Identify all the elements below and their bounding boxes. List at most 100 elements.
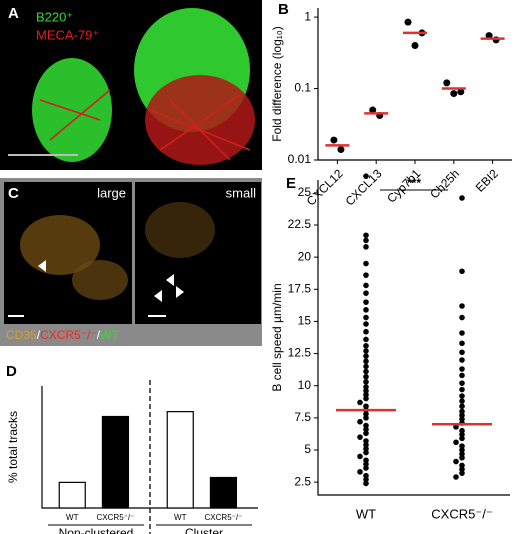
x-tick-label: WT [66, 513, 79, 522]
data-point [363, 363, 369, 370]
data-point [459, 454, 465, 461]
data-point [357, 469, 363, 475]
data-point [459, 470, 465, 476]
data-point [459, 398, 465, 404]
y-tick-label: 0.01 [288, 152, 312, 166]
data-point [363, 457, 369, 464]
data-point [443, 79, 451, 87]
data-point [459, 380, 465, 386]
data-point [459, 408, 465, 415]
data-point [357, 453, 363, 460]
data-point [459, 393, 465, 399]
data-point [363, 358, 369, 365]
data-point [363, 472, 369, 479]
y-axis-label: B cell speed µm/min [270, 283, 284, 391]
image-legend: CD35/CXCR5⁻/⁻/WT [6, 328, 119, 342]
data-point [459, 431, 465, 438]
legend-entry: CXCR5⁻/⁻ [40, 328, 97, 342]
data-point [363, 353, 369, 359]
data-point [363, 449, 369, 456]
panel-label: B [278, 1, 289, 18]
x-tick-label: EBI2 [473, 166, 502, 195]
data-point [457, 88, 465, 96]
y-tick-label: 5 [304, 442, 311, 456]
group-label: Cluster [185, 526, 223, 534]
legend-entry: / [37, 328, 41, 342]
data-point [363, 465, 369, 471]
data-point [459, 416, 465, 422]
data-point [363, 403, 369, 410]
data-point [363, 438, 369, 444]
x-tick-label: CXCR5⁻/⁻ [97, 513, 135, 522]
panel-label: C [8, 185, 19, 202]
legend-entry: WT [100, 328, 119, 342]
data-point [363, 260, 369, 267]
data-point [363, 343, 369, 349]
data-point [363, 328, 369, 335]
data-point [459, 340, 465, 347]
x-tick-label: WT [174, 513, 187, 522]
data-point [459, 195, 465, 201]
panel-label: E [286, 175, 296, 192]
data-point [459, 451, 465, 457]
data-point [459, 303, 465, 309]
data-point [363, 384, 369, 390]
data-point [459, 435, 465, 442]
data-point [459, 330, 465, 336]
data-point [363, 426, 369, 433]
y-axis-label: Fold difference (log₁₀) [270, 26, 284, 142]
data-point [459, 447, 465, 453]
data-point [453, 474, 459, 480]
data-point [363, 232, 369, 239]
image-label: B220⁺ [36, 9, 73, 24]
data-point [363, 480, 369, 487]
bar [209, 476, 238, 509]
y-tick-label: 17.5 [288, 281, 312, 295]
group-label: Non-clustered [59, 526, 134, 534]
x-tick-label: Ch25h [427, 166, 462, 201]
data-point [459, 386, 465, 393]
y-tick-label: 10 [298, 378, 312, 392]
data-point [363, 388, 369, 394]
data-point [453, 439, 459, 446]
y-tick-label: 22.5 [288, 217, 312, 231]
data-point [363, 272, 369, 278]
data-point [363, 415, 369, 421]
data-point [363, 290, 369, 296]
bar [58, 481, 86, 509]
x-tick-label: CXCR5⁻/⁻ [431, 506, 492, 521]
bar [101, 415, 130, 509]
bar [166, 411, 194, 509]
significance-label: *** [407, 176, 421, 190]
y-tick-label: 12.5 [288, 346, 312, 360]
y-tick-label: 25 [298, 185, 312, 199]
legend-entry: / [97, 328, 101, 342]
legend-entry: CD35 [6, 328, 37, 342]
data-point [411, 42, 419, 50]
data-point [453, 458, 459, 465]
data-point [363, 476, 369, 483]
image-a [0, 0, 262, 170]
data-point [363, 445, 369, 452]
data-point [459, 403, 465, 410]
data-point [363, 422, 369, 429]
data-point [363, 348, 369, 354]
y-tick-label: 7.5 [294, 410, 311, 424]
data-point [363, 336, 369, 343]
data-point [459, 443, 465, 449]
y-tick-label: 15 [298, 314, 312, 328]
axis-line [317, 8, 512, 161]
data-point [459, 372, 465, 379]
data-point [363, 299, 369, 305]
data-point [369, 106, 377, 114]
x-tick-label: CXCR5⁻/⁻ [205, 513, 243, 522]
data-point [337, 146, 345, 154]
y-tick-label: 0.1 [294, 81, 311, 95]
data-point [363, 173, 369, 179]
data-point [459, 349, 465, 356]
data-point [459, 462, 465, 469]
data-point [459, 366, 465, 372]
data-point [363, 244, 369, 250]
data-point [363, 411, 369, 417]
data-point [459, 466, 465, 473]
